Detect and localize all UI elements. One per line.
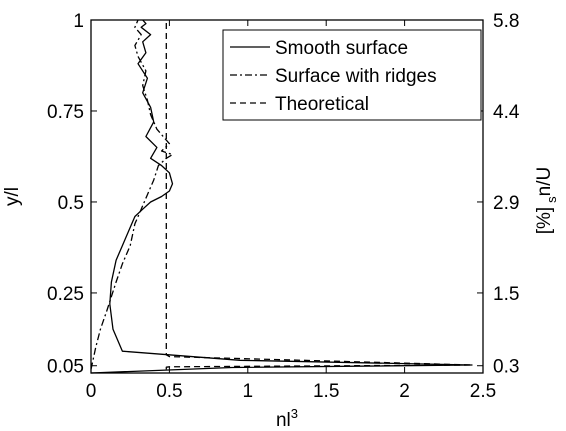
x-tick-label: 1 <box>243 381 254 402</box>
right-tick-label: 2.9 <box>493 193 519 214</box>
right-tick-label: 0.3 <box>493 357 519 378</box>
right-axis-label-subscript: s <box>544 196 559 203</box>
x-tick-label: 0 <box>86 381 97 402</box>
right-axis-label-unit: [%] <box>534 207 555 234</box>
x-ticks: 0 0.5 1 1.5 2 2.5 <box>86 20 496 402</box>
y-tick-label: 0.75 <box>47 102 84 123</box>
y-axis-label: y/l <box>2 187 23 206</box>
legend-label-1: Surface with ridges <box>275 66 437 87</box>
right-axis-label: [%] sn/U <box>534 167 559 235</box>
x-axis-label: nl3 <box>276 406 298 431</box>
plot-content <box>90 19 473 374</box>
y-tick-label: 0.25 <box>47 284 84 305</box>
x-tick-label: 2 <box>399 381 410 402</box>
x-tick-label: 2.5 <box>470 381 496 402</box>
y-ticks: 0.05 0.25 0.5 0.75 1 <box>47 11 97 378</box>
series-line-1 <box>90 19 174 370</box>
x-tick-label: 0.5 <box>156 381 182 402</box>
y-tick-label: 1 <box>73 11 84 32</box>
legend: Smooth surface Surface with ridges Theoret… <box>222 29 482 121</box>
y-tick-label: 0.05 <box>47 357 84 378</box>
x-axis-label-superscript: 3 <box>291 406 298 421</box>
right-axis-label-main: n/U <box>534 167 555 197</box>
y-ticks-right: 0.3 1.5 2.9 4.4 5.8 <box>477 11 520 378</box>
right-tick-label: 5.8 <box>493 11 519 32</box>
legend-label-2: Theoretical <box>275 94 369 115</box>
right-tick-label: 1.5 <box>493 284 519 305</box>
x-tick-label: 1.5 <box>313 381 339 402</box>
y-tick-label: 0.5 <box>58 193 84 214</box>
series-line-2 <box>165 20 473 370</box>
right-tick-label: 4.4 <box>493 102 520 123</box>
plot-frame <box>90 19 484 374</box>
legend-label-0: Smooth surface <box>275 38 408 59</box>
series-line-0 <box>90 19 473 374</box>
